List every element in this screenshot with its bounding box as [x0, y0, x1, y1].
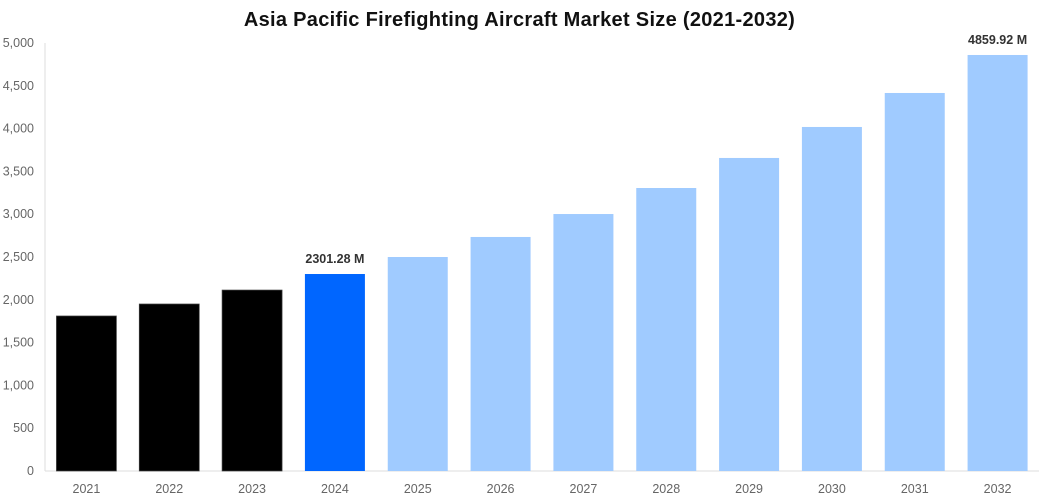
y-tick-label: 4,500	[3, 79, 34, 93]
bar-2021	[56, 315, 117, 472]
bar-2031	[884, 92, 945, 471]
y-tick-label: 3,500	[3, 164, 34, 178]
x-tick-label: 2028	[652, 482, 680, 496]
chart-title: Asia Pacific Firefighting Aircraft Marke…	[243, 9, 796, 31]
x-tick-label: 2025	[404, 482, 432, 496]
bar-2025	[387, 257, 448, 471]
bar-2030	[801, 126, 862, 471]
bar-2029	[719, 157, 780, 471]
bar-2026	[470, 236, 531, 471]
y-tick-label: 1,500	[3, 336, 34, 350]
y-tick-label: 500	[13, 421, 34, 435]
x-tick-label: 2032	[984, 482, 1012, 496]
bar-2024	[304, 274, 365, 471]
x-tick-label: 2021	[73, 482, 101, 496]
x-tick-label: 2027	[570, 482, 598, 496]
bar-2022	[138, 303, 200, 472]
data-label: 4859.92 M	[968, 33, 1027, 47]
data-label: 2301.28 M	[305, 252, 364, 266]
y-tick-label: 2,500	[3, 250, 34, 264]
bar-2028	[636, 188, 697, 471]
x-tick-label: 2026	[487, 482, 515, 496]
y-tick-label: 3,000	[3, 207, 34, 221]
x-tick-label: 2029	[735, 482, 763, 496]
x-tick-label: 2024	[321, 482, 349, 496]
y-tick-label: 4,000	[3, 122, 34, 136]
x-tick-label: 2030	[818, 482, 846, 496]
x-tick-label: 2023	[238, 482, 266, 496]
bar-2027	[553, 214, 614, 471]
y-tick-label: 2,000	[3, 293, 34, 307]
y-tick-label: 1,000	[3, 378, 34, 392]
x-tick-label: 2022	[155, 482, 183, 496]
y-tick-label: 5,000	[3, 36, 34, 50]
y-tick-label: 0	[27, 464, 34, 478]
bar-2023	[221, 289, 283, 472]
x-tick-label: 2031	[901, 482, 929, 496]
bar-2032	[967, 54, 1028, 472]
